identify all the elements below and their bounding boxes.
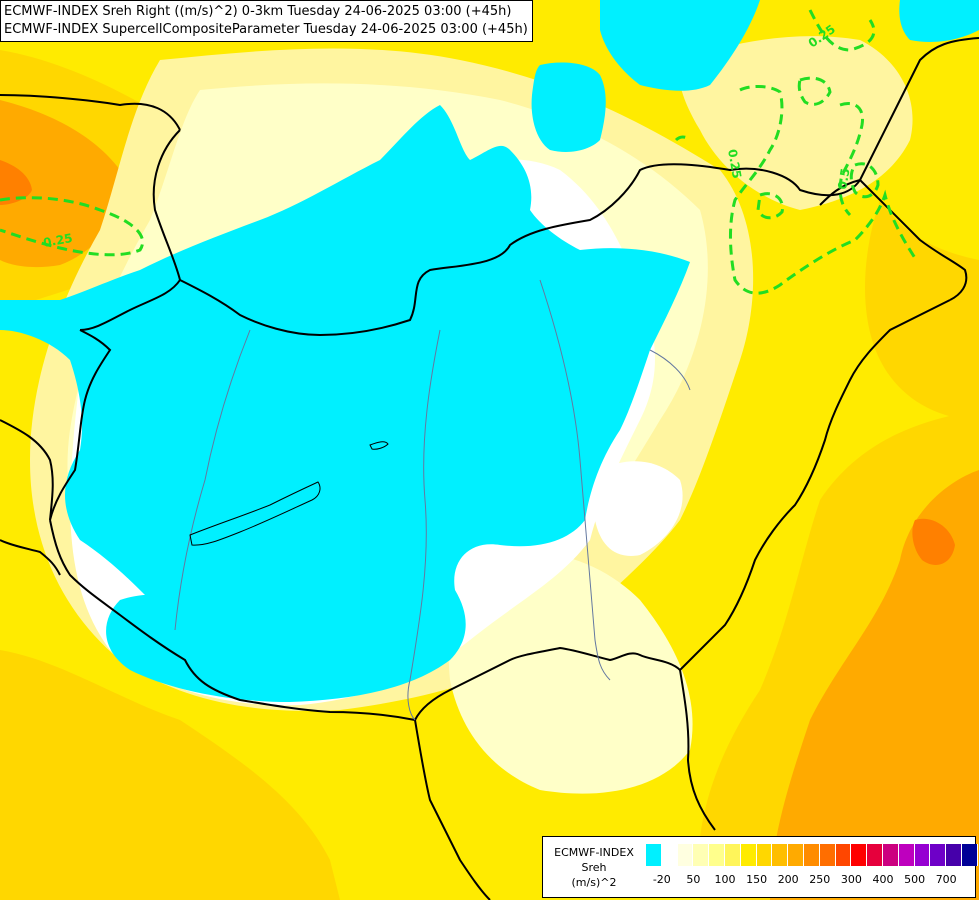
contour-northeast-e	[849, 162, 880, 199]
legend-tick-label: -20	[652, 873, 671, 886]
contour-northeast-c	[797, 76, 832, 106]
river-line	[649, 349, 691, 391]
legend-swatch	[898, 844, 915, 866]
border-line	[679, 299, 951, 671]
legend-swatch	[646, 844, 662, 866]
legend-swatch	[803, 844, 820, 866]
legend-swatch	[756, 844, 773, 866]
border-line	[152, 129, 181, 281]
lake-small	[369, 441, 389, 450]
legend-tick-label: 250	[809, 873, 831, 886]
legend-tick-label: 500	[904, 873, 926, 886]
border-line	[859, 37, 979, 181]
legend-tick-label: 200	[777, 873, 799, 886]
light-yellow-zone-northeast	[678, 36, 913, 210]
country-borders	[0, 37, 979, 900]
border-line	[679, 669, 716, 831]
color-legend: ECMWF-INDEX Sreh (m/s)^2 -20 50 100 150 200 2…	[542, 836, 978, 898]
border-line	[859, 179, 968, 301]
river-line	[539, 279, 611, 681]
dark-orange-zone-southeast	[912, 518, 955, 565]
border-line	[0, 539, 61, 576]
legend-swatch	[914, 844, 931, 866]
gold-zone-southwest	[0, 650, 340, 900]
border-line	[179, 163, 861, 337]
rivers-and-lakes	[174, 279, 691, 721]
legend-swatch	[961, 844, 978, 866]
orange-zone-west	[0, 100, 122, 268]
legend-label-block: ECMWF-INDEX Sreh (m/s)^2	[547, 845, 641, 890]
contour-small-tick	[674, 135, 692, 142]
cyan-zone-top	[600, 0, 760, 91]
legend-tick-label: 50	[686, 873, 701, 886]
legend-swatch	[835, 844, 852, 866]
cyan-negative-sreh-zone	[0, 105, 690, 702]
legend-product: ECMWF-INDEX	[554, 846, 634, 859]
orange-zone-southeast	[770, 470, 979, 900]
border-line	[49, 329, 112, 521]
legend-swatches	[646, 844, 978, 866]
title-line-1: ECMWF-INDEX Sreh Right ((m/s)^2) 0-3km T…	[4, 4, 512, 19]
border-line	[49, 519, 416, 721]
legend-swatch	[867, 844, 883, 866]
legend-swatch	[677, 844, 694, 866]
border-line	[819, 179, 861, 206]
legend-param: Sreh	[581, 861, 607, 874]
legend-tick-label: 400	[872, 873, 894, 886]
legend-tick-label: 150	[746, 873, 768, 886]
legend-swatch	[693, 844, 710, 866]
contour-northeast-f	[756, 192, 785, 220]
border-line	[79, 279, 181, 331]
legend-swatch	[930, 844, 947, 866]
legend-swatch	[724, 844, 741, 866]
legend-swatch	[946, 844, 962, 866]
dark-orange-zone-west	[0, 160, 32, 205]
cyan-zone-top-right	[899, 0, 979, 42]
river-line	[407, 329, 441, 721]
gold-zone-northeast	[865, 200, 979, 420]
contour-label-ne-right: 0.5	[835, 167, 852, 190]
legend-tick-label: 300	[840, 873, 862, 886]
pale-yellow-zone-south	[448, 552, 693, 794]
cyan-zone-north	[531, 62, 606, 152]
contour-west	[0, 196, 144, 257]
legend-swatch	[819, 844, 836, 866]
legend-ticks: -20 50 100 150 200 250 300 400 500 700	[646, 873, 978, 889]
border-line	[0, 94, 181, 131]
legend-swatch	[772, 844, 789, 866]
legend-swatch	[788, 844, 804, 866]
contour-northeast-b	[729, 85, 917, 295]
contour-northeast-d	[838, 102, 865, 217]
legend-swatch	[882, 844, 899, 866]
border-line	[414, 719, 491, 900]
contour-label-west: 0.25	[42, 231, 74, 250]
legend-swatch	[740, 844, 757, 866]
river-line	[174, 329, 251, 631]
legend-swatch	[709, 844, 725, 866]
map-title-box: ECMWF-INDEX Sreh Right ((m/s)^2) 0-3km T…	[0, 0, 533, 42]
border-line	[0, 419, 54, 521]
legend-swatch	[661, 844, 678, 866]
legend-tick-label: 700	[935, 873, 957, 886]
white-zone-east	[595, 461, 683, 556]
contour-northeast-a	[808, 9, 876, 52]
title-line-2: ECMWF-INDEX SupercellCompositeParameter …	[4, 22, 528, 37]
legend-tick-label: 100	[714, 873, 736, 886]
legend-unit: (m/s)^2	[571, 876, 617, 889]
legend-swatch	[851, 844, 868, 866]
scp-contours	[0, 9, 917, 295]
lake-balaton	[189, 481, 321, 546]
contour-label-ne-left: 0.25	[725, 148, 744, 180]
border-line	[414, 646, 681, 721]
